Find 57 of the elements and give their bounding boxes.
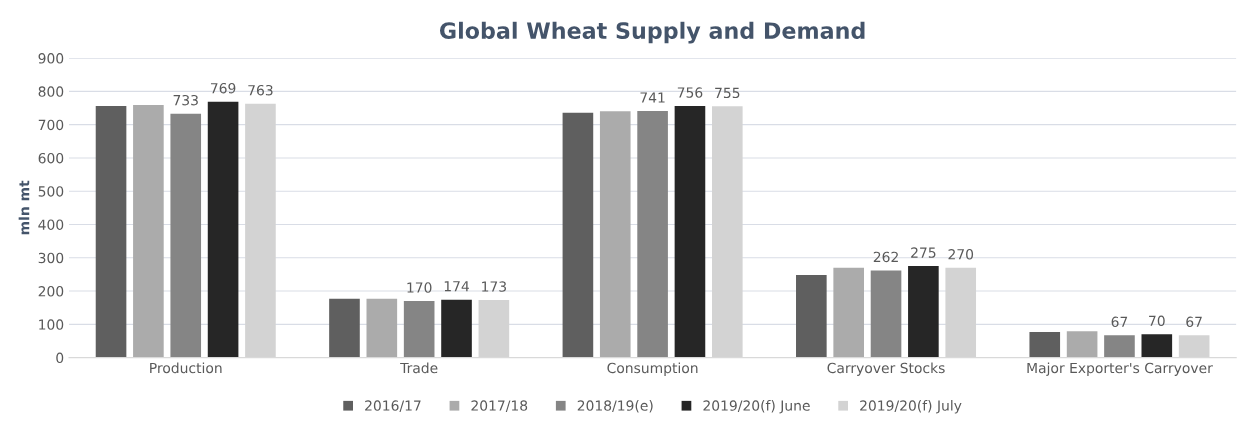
data-label: 174 xyxy=(444,281,469,292)
y-tick-label: 500 xyxy=(38,186,64,197)
y-tick-label: 200 xyxy=(38,286,64,297)
bar xyxy=(207,101,239,358)
bar xyxy=(1066,331,1098,358)
bar xyxy=(870,270,902,358)
bar xyxy=(1104,335,1135,358)
legend-label: 2019/20(f) June xyxy=(703,400,810,414)
y-tick-label: 300 xyxy=(38,252,64,264)
y-tick-label: 900 xyxy=(38,53,64,64)
y-tick-label: 600 xyxy=(38,152,64,164)
bar xyxy=(133,105,164,358)
x-tick-label: Consumption xyxy=(607,362,698,376)
data-label: 70 xyxy=(1149,315,1165,327)
data-label: 741 xyxy=(640,92,665,103)
legend-label: 2018/19(e) xyxy=(577,400,653,413)
y-tick-label: 800 xyxy=(38,86,64,97)
data-label: 67 xyxy=(1186,316,1202,328)
bar xyxy=(95,106,127,358)
bar xyxy=(674,106,706,358)
data-label: 755 xyxy=(715,87,740,99)
x-tick-label: Carryover Stocks xyxy=(827,362,945,376)
x-tick-label: Production xyxy=(150,362,222,374)
bar xyxy=(562,112,594,358)
bar xyxy=(1141,334,1173,358)
data-label: 769 xyxy=(210,82,236,94)
legend-label: 2019/20(f) July xyxy=(860,400,962,414)
bar xyxy=(599,111,631,358)
legend-label: 2016/17 xyxy=(365,400,421,412)
bar xyxy=(366,298,398,358)
y-axis-title: mln mt xyxy=(18,180,30,235)
bar xyxy=(637,111,668,358)
bar xyxy=(1029,331,1061,358)
data-label: 67 xyxy=(1111,316,1128,328)
data-label: 763 xyxy=(248,84,273,96)
bar xyxy=(170,113,202,358)
y-tick-label: 0 xyxy=(56,352,64,364)
data-label: 270 xyxy=(948,249,974,260)
data-label: 170 xyxy=(407,282,432,293)
data-label: 756 xyxy=(677,87,703,98)
chart-title: Global Wheat Supply and Demand xyxy=(439,21,865,44)
x-tick-label: Major Exporter's Carryover xyxy=(1027,362,1213,376)
y-tick-label: 400 xyxy=(38,219,64,230)
data-label: 275 xyxy=(911,247,936,258)
bar xyxy=(403,301,435,358)
y-tick-label: 100 xyxy=(39,319,64,330)
data-label: 173 xyxy=(482,281,507,292)
legend-label: 2017/18 xyxy=(471,400,528,412)
bar xyxy=(833,267,864,358)
y-tick-label: 700 xyxy=(38,119,64,131)
bar xyxy=(796,275,827,358)
x-tick-label: Trade xyxy=(400,362,438,374)
bar xyxy=(329,298,360,358)
bar xyxy=(441,299,472,358)
data-label: 733 xyxy=(173,94,198,106)
bar xyxy=(908,266,939,358)
data-label: 262 xyxy=(873,251,898,263)
